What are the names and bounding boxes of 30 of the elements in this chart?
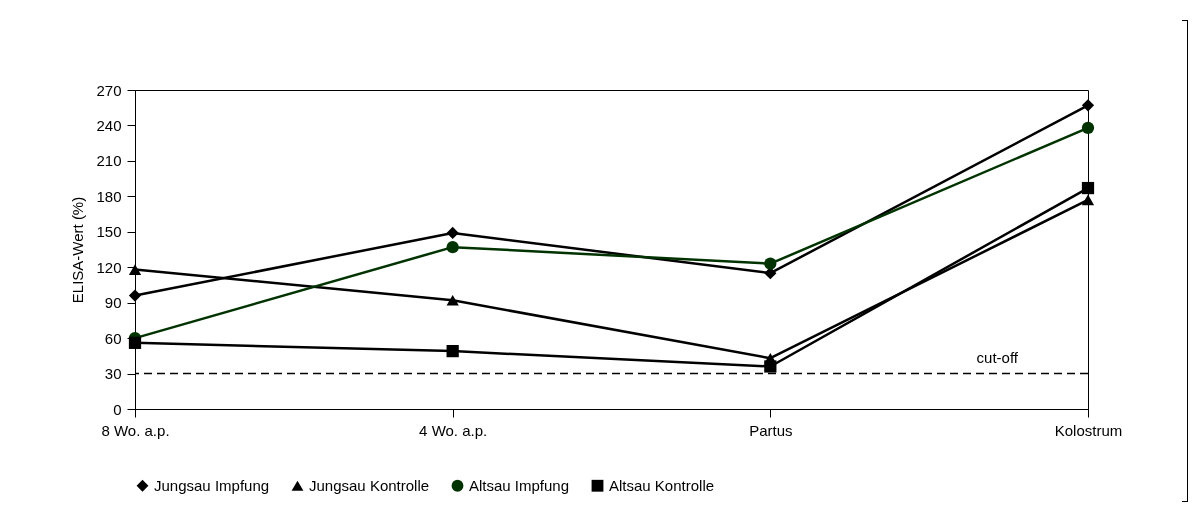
legend-label: Jungsau Kontrolle <box>309 476 430 494</box>
legend-label: Altsau Impfung <box>469 476 570 494</box>
point <box>1081 121 1095 134</box>
y-tick-label: 120 <box>96 258 122 276</box>
y-axis-title: ELISA-Wert (%) <box>69 196 87 304</box>
legend-label: Altsau Kontrolle <box>609 476 715 494</box>
x-tick-label: 8 Wo. a.p. <box>101 421 170 439</box>
point <box>128 336 142 349</box>
ref-line-label: cut-off <box>976 348 1019 366</box>
point <box>1081 99 1095 112</box>
y-tick-label: 60 <box>104 329 122 347</box>
y-tick-label: 30 <box>104 365 122 383</box>
y-tick-label: 240 <box>96 116 122 134</box>
point <box>446 344 459 358</box>
point <box>1081 194 1095 206</box>
legend-label: Jungsau Impfung <box>154 476 270 494</box>
point <box>128 264 142 275</box>
x-tick-label: Partus <box>749 421 793 439</box>
y-tick-label: 180 <box>96 187 122 205</box>
y-tick-label: 270 <box>96 81 122 99</box>
y-tick-label: 210 <box>96 152 122 170</box>
y-tick-label: 150 <box>96 223 122 241</box>
point <box>446 226 459 240</box>
point <box>128 289 142 302</box>
x-tick-label: Kolostrum <box>1054 421 1123 439</box>
point <box>446 241 459 254</box>
x-tick-label: 4 Wo. a.p. <box>419 421 488 439</box>
y-tick-label: 0 <box>113 400 122 418</box>
point <box>1081 181 1095 195</box>
y-tick-label: 90 <box>104 294 122 312</box>
